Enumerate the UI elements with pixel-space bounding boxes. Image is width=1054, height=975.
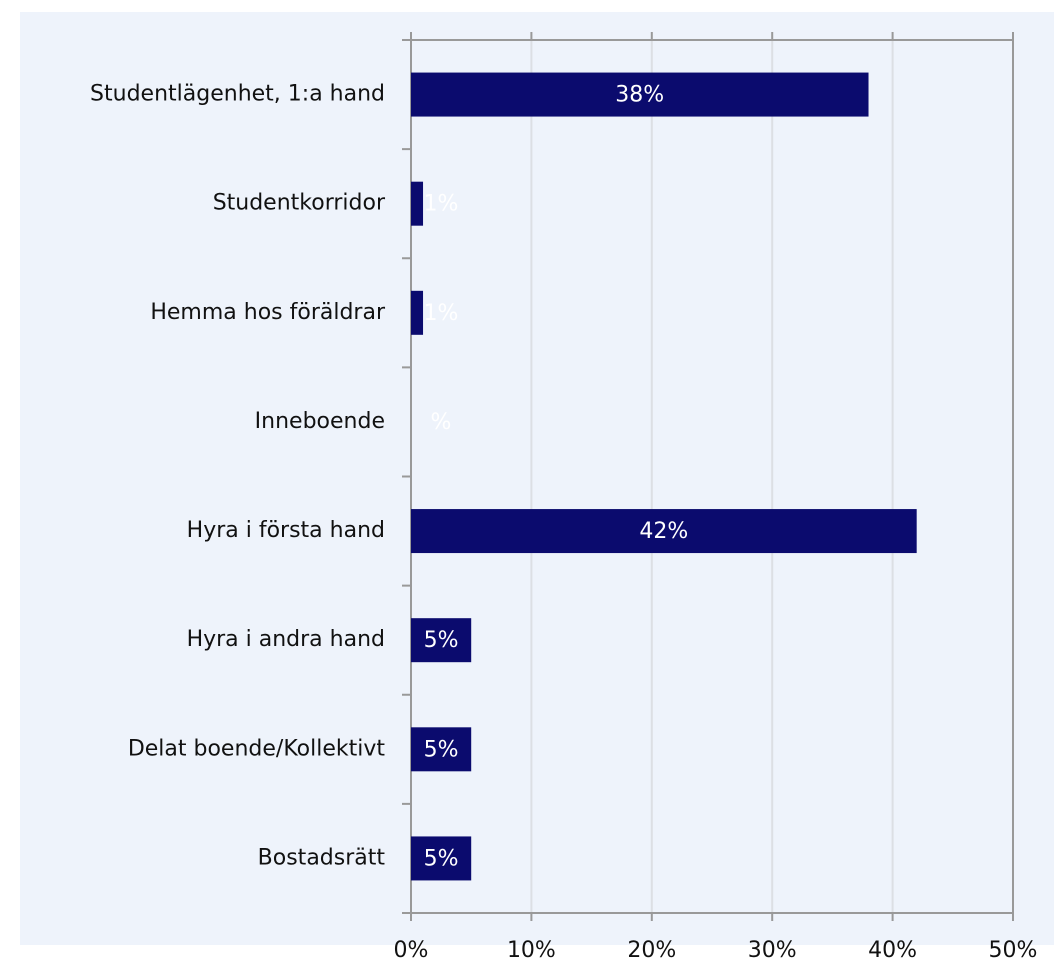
value-label: 5% (424, 737, 459, 762)
bar (411, 72, 869, 117)
x-tick-label: 40% (868, 938, 917, 963)
y-tick-label: Hyra i första hand (187, 518, 385, 543)
bar (411, 290, 424, 335)
bar (411, 727, 472, 772)
bar (411, 509, 917, 554)
value-label: 1% (424, 301, 459, 326)
y-tick-label: Hyra i andra hand (187, 627, 385, 652)
chart-background (20, 12, 1054, 945)
x-tick-label: 10% (507, 938, 556, 963)
y-tick-label: Bostadsrätt (258, 845, 386, 870)
value-label: % (431, 410, 452, 435)
y-tick-label: Studentlägenhet, 1:a hand (90, 82, 385, 107)
x-tick-label: 30% (748, 938, 797, 963)
bar (411, 181, 424, 226)
value-label: 5% (424, 846, 459, 871)
x-tick-label: 0% (394, 938, 429, 963)
y-tick-label: Inneboende (255, 409, 385, 434)
bar (411, 618, 472, 663)
y-tick-label: Studentkorridor (213, 191, 386, 216)
bar (411, 836, 472, 881)
y-tick-label: Hemma hos föräldrar (150, 300, 386, 325)
value-label: 38% (615, 83, 664, 108)
x-tick-label: 20% (627, 938, 676, 963)
x-tick-label: 50% (989, 938, 1038, 963)
value-label: 42% (639, 519, 688, 544)
y-tick-label: Delat boende/Kollektivt (128, 736, 386, 761)
value-label: 5% (424, 628, 459, 653)
value-label: 1% (424, 192, 459, 217)
